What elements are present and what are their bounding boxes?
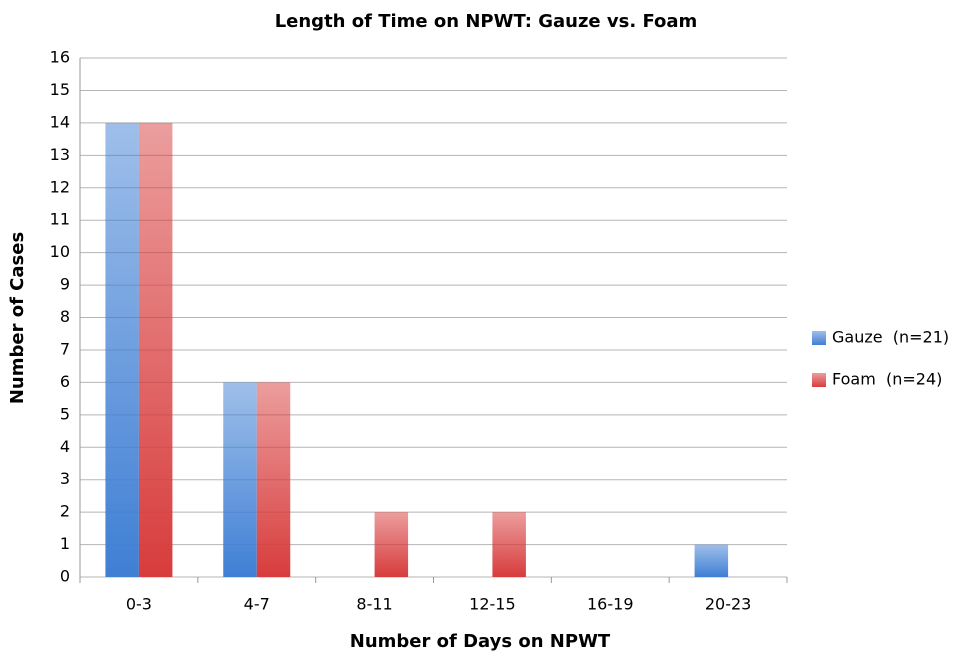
y-tick-label: 15 [50, 80, 70, 99]
x-tick-label: 8-11 [356, 595, 392, 614]
y-tick-label: 0 [60, 567, 70, 586]
y-tick-label: 11 [50, 210, 70, 229]
x-tick-label: 12-15 [469, 595, 516, 614]
y-tick-label: 1 [60, 534, 70, 553]
x-tick-label: 16-19 [587, 595, 634, 614]
legend-swatch [812, 373, 826, 387]
y-tick-label: 13 [50, 145, 70, 164]
y-tick-label: 16 [50, 48, 70, 67]
y-tick-label: 2 [60, 502, 70, 521]
legend-label: Gauze (n=21) [832, 328, 949, 347]
y-tick-label: 9 [60, 275, 70, 294]
legend-label: Foam (n=24) [832, 370, 942, 389]
y-tick-label: 3 [60, 469, 70, 488]
x-axis-label: Number of Days on NPWT [350, 631, 611, 652]
x-tick-label: 4-7 [244, 595, 270, 614]
y-axis-label: Number of Cases [7, 232, 28, 404]
y-tick-label: 14 [50, 112, 70, 131]
bar [374, 512, 409, 577]
bar [105, 122, 139, 577]
y-tick-label: 5 [60, 404, 70, 423]
bar [256, 382, 291, 577]
bar [223, 382, 257, 577]
y-tick-label: 8 [60, 307, 70, 326]
y-tick-label: 10 [50, 242, 70, 261]
legend-swatch [812, 331, 826, 345]
bar [492, 512, 526, 577]
y-tick-label: 6 [60, 372, 70, 391]
x-tick-label: 20-23 [705, 595, 752, 614]
bar [694, 544, 729, 577]
y-tick-label: 7 [60, 339, 70, 358]
y-tick-label: 12 [50, 177, 70, 196]
y-tick-label: 4 [60, 437, 70, 456]
bar [138, 122, 173, 577]
chart-title: Length of Time on NPWT: Gauze vs. Foam [275, 11, 698, 32]
x-tick-label: 0-3 [126, 595, 152, 614]
